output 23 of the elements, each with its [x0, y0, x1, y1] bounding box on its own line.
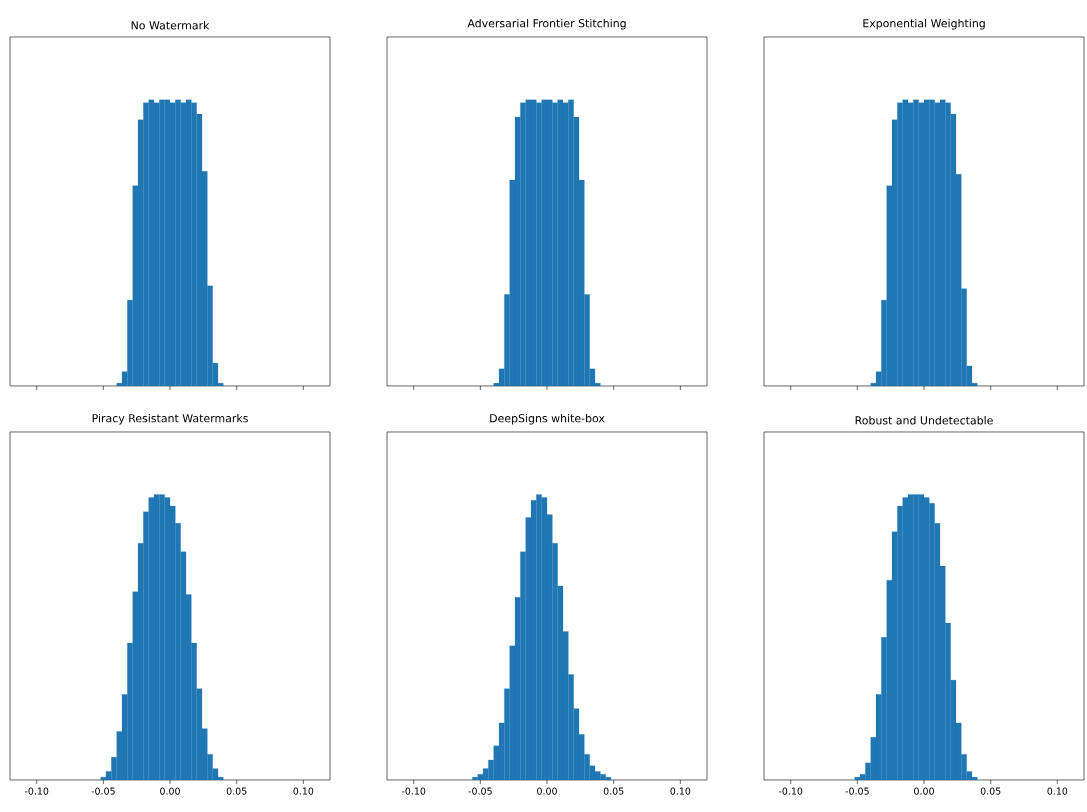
x-tick-label: -0.05 [468, 787, 492, 795]
x-tick-label: -0.05 [91, 787, 115, 795]
chart-title: Exponential Weighting [863, 18, 985, 30]
x-tick-label: 0.00 [537, 787, 557, 795]
x-tick-label: 0.10 [293, 787, 314, 795]
x-tick-label: -0.10 [778, 787, 803, 795]
x-tick-label: 0.05 [603, 787, 624, 795]
chart-title: Robust and Undetectable [855, 416, 993, 425]
chart-title: Adversarial Frontier Stitching [467, 18, 626, 30]
bar [472, 777, 478, 780]
x-tick-label: 0.10 [1047, 787, 1068, 795]
x-tick-label: -0.10 [24, 787, 49, 795]
chart-title: No Watermark [131, 21, 210, 30]
x-tick-label: -0.10 [401, 787, 426, 795]
x-tick-label: 0.05 [980, 787, 1001, 795]
x-tick-label: 0.00 [914, 787, 934, 795]
chart-title: DeepSigns white-box [490, 413, 605, 425]
x-tick-label: 0.05 [226, 787, 247, 795]
bar [854, 777, 861, 780]
chart-title: Piracy Resistant Watermarks [92, 413, 248, 425]
x-tick-label: 0.00 [160, 787, 180, 795]
x-tick-label: -0.05 [845, 787, 869, 795]
x-tick-label: 0.10 [670, 787, 691, 795]
